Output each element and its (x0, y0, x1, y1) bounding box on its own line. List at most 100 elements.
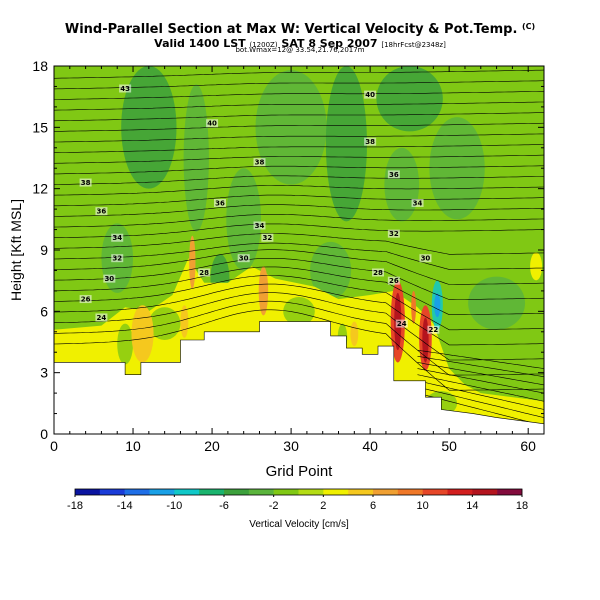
contour-label: 24 (397, 320, 407, 328)
x-tick-label: 30 (283, 438, 299, 454)
x-tick-label: 40 (362, 438, 378, 454)
contour-label: 36 (97, 208, 107, 216)
downdraft-region (468, 276, 526, 330)
contour-label: 40 (207, 120, 217, 128)
y-tick-label: 15 (32, 119, 48, 135)
contour-label: 32 (263, 234, 273, 242)
contour-label: 40 (365, 91, 375, 99)
colorbar-label: Vertical Velocity [cm/s] (249, 519, 349, 530)
downdraft-region (121, 66, 177, 189)
colorbar-segment (323, 489, 349, 495)
theta-contour (54, 122, 544, 132)
colorbar-segment (348, 489, 374, 495)
theta-contour (417, 386, 544, 418)
contour-label: 26 (389, 277, 399, 285)
colorbar-tick-label: 18 (516, 500, 528, 512)
chart-location-line: bot.Wmax=12@ 33.54,21.76,2017m (235, 46, 365, 54)
contour-label-bg (111, 233, 124, 242)
theta-contour (54, 242, 544, 270)
subtitle-utc: (1200Z) (249, 41, 278, 49)
contour-label-bg (387, 276, 400, 285)
colorbar-tick-label: -14 (117, 500, 133, 512)
x-tick-label: 50 (441, 438, 457, 454)
theta-contour (54, 214, 544, 228)
colorbar-segment (224, 489, 250, 495)
theta-contour (54, 165, 544, 175)
contour-label: 36 (389, 171, 399, 179)
contour-label-bg (411, 198, 424, 207)
colorbar-tick-label: -10 (166, 500, 182, 512)
updraft-core (422, 317, 429, 363)
colorbar-segment (149, 489, 175, 495)
contour-label: 36 (215, 199, 225, 207)
terrain (54, 321, 544, 434)
downdraft-region (376, 66, 443, 132)
theta-contour (417, 356, 544, 378)
downdraft-region (310, 241, 352, 300)
theta-contour (54, 309, 544, 391)
colorbar-tick-label: 14 (466, 500, 478, 512)
downdraft-region (226, 168, 262, 271)
contour-label-bg (253, 221, 266, 230)
contour-label: 38 (365, 138, 375, 146)
colorbar-tick-label: -18 (67, 500, 83, 512)
contour-label-bg (261, 233, 274, 242)
y-axis-label: Height [Kft MSL] (8, 199, 24, 301)
colorbar-segment (174, 489, 200, 495)
contour-label-bg (253, 158, 266, 167)
contour-label: 34 (112, 234, 122, 242)
contour-label-bg (206, 119, 219, 128)
theta-contour (54, 144, 544, 153)
updraft-core (350, 321, 359, 347)
colorbar-tick-label: 6 (370, 500, 376, 512)
weak-velocity-region (148, 307, 181, 340)
theta-contour (54, 258, 544, 300)
contour-label: 34 (413, 199, 423, 207)
contour-label: 28 (199, 269, 209, 277)
x-tick-label: 0 (50, 438, 58, 454)
theta-contour (54, 266, 544, 315)
colorbar-segment (298, 489, 324, 495)
updraft-core (411, 290, 416, 324)
updraft-core (258, 266, 269, 316)
theta-contour (417, 368, 544, 394)
contour-label: 28 (373, 269, 383, 277)
contour-label-bg (119, 84, 132, 93)
x-tick-label: 10 (125, 438, 141, 454)
colorbar: -18 -14 -10 -6 -2 2 6 10 14 18 Vertical Velocity [… (67, 488, 528, 530)
contour-label-bg (95, 313, 108, 322)
theta-contour (54, 194, 544, 207)
colorbar-segment (75, 489, 101, 495)
chart-title: Wind-Parallel Section at Max W: Vertical… (0, 22, 600, 37)
contour-label: 32 (389, 230, 399, 238)
y-tick-label: 18 (32, 58, 48, 74)
theta-contour (54, 204, 544, 217)
contour-label: 30 (421, 255, 431, 263)
y-tick-label: 12 (32, 181, 48, 197)
colorbar-frame (74, 488, 523, 496)
weak-velocity-region (117, 323, 134, 365)
contour-label: 22 (428, 326, 438, 334)
contour-label: 30 (104, 275, 114, 283)
contour-label-bg (237, 254, 250, 263)
theta-contour (54, 292, 544, 361)
colorbar-segment (124, 489, 150, 495)
contour-label-bg (387, 170, 400, 179)
theta-contour (54, 223, 544, 238)
downdraft-region (183, 84, 209, 232)
contour-label: 34 (255, 222, 265, 230)
theta-contour (54, 112, 544, 122)
x-tick-label: 20 (204, 438, 220, 454)
contour-label-bg (364, 137, 377, 146)
contour-label-bg (419, 254, 432, 263)
colorbar-segment (373, 489, 399, 495)
contour-label: 26 (81, 296, 91, 304)
contour-label-bg (395, 319, 408, 328)
theta-contour-labels: 43 40 40 38 38 38 36 36 36 34 34 34 32 32 32 30 30 30 28 28… (79, 84, 440, 334)
y-tick-label: 6 (40, 303, 48, 319)
theta-contour (54, 80, 544, 90)
theta-contour (54, 300, 544, 376)
contour-label-bg (79, 178, 92, 187)
